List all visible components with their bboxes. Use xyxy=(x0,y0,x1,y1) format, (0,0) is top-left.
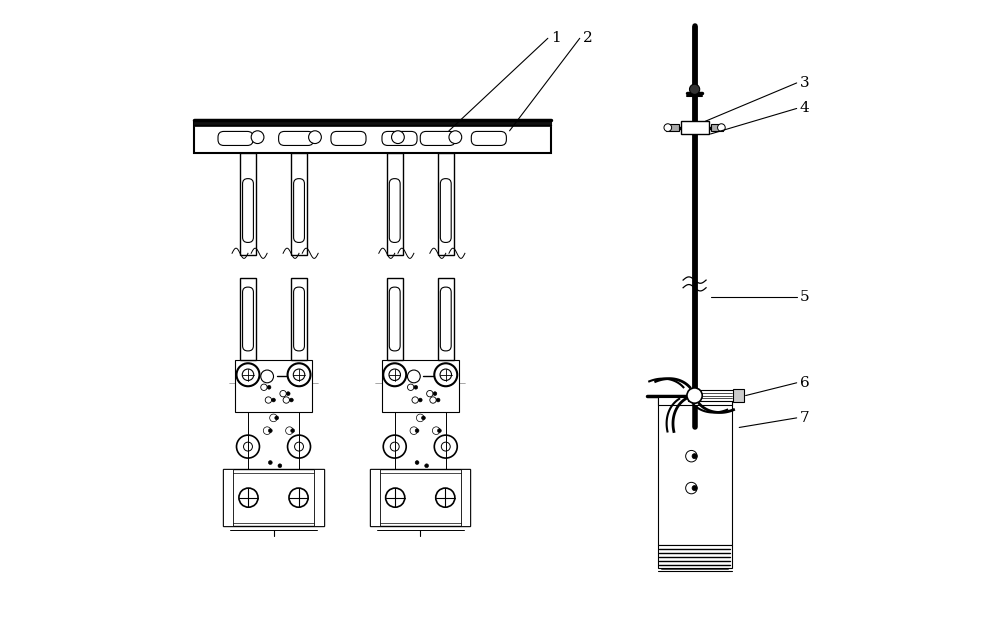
Circle shape xyxy=(268,461,272,464)
FancyBboxPatch shape xyxy=(382,131,417,145)
Bar xyxy=(194,121,551,153)
Bar xyxy=(733,389,744,402)
Circle shape xyxy=(288,363,311,386)
FancyBboxPatch shape xyxy=(218,131,253,145)
Bar xyxy=(240,278,256,360)
Circle shape xyxy=(449,131,462,144)
Bar xyxy=(681,121,709,134)
Text: 6: 6 xyxy=(800,376,810,390)
Bar xyxy=(382,360,459,412)
Bar xyxy=(438,278,454,360)
Circle shape xyxy=(289,398,293,402)
Bar xyxy=(658,545,732,568)
Text: 5: 5 xyxy=(800,290,809,304)
Circle shape xyxy=(718,124,725,131)
Circle shape xyxy=(418,398,422,402)
Bar xyxy=(194,119,551,126)
FancyBboxPatch shape xyxy=(279,131,314,145)
Circle shape xyxy=(422,416,425,420)
Bar xyxy=(240,153,256,255)
FancyBboxPatch shape xyxy=(294,179,304,242)
Bar xyxy=(223,469,324,526)
Circle shape xyxy=(389,369,400,380)
Bar xyxy=(461,469,470,526)
Bar xyxy=(387,153,403,255)
Bar xyxy=(688,390,742,401)
Bar xyxy=(314,469,324,526)
Circle shape xyxy=(242,369,254,380)
FancyBboxPatch shape xyxy=(440,287,451,351)
Circle shape xyxy=(437,429,441,433)
Bar xyxy=(227,473,320,523)
Circle shape xyxy=(267,385,271,389)
Bar xyxy=(387,278,403,360)
Circle shape xyxy=(392,131,404,144)
Circle shape xyxy=(692,454,697,459)
FancyBboxPatch shape xyxy=(331,131,366,145)
Text: 1: 1 xyxy=(551,31,561,45)
Bar xyxy=(374,473,467,523)
Circle shape xyxy=(687,388,702,403)
Circle shape xyxy=(309,131,321,144)
Circle shape xyxy=(414,385,418,389)
Circle shape xyxy=(425,464,429,468)
Bar xyxy=(658,399,732,545)
Text: 4: 4 xyxy=(800,101,810,115)
FancyBboxPatch shape xyxy=(440,179,451,242)
Circle shape xyxy=(275,416,279,420)
FancyBboxPatch shape xyxy=(389,179,400,242)
FancyBboxPatch shape xyxy=(389,287,400,351)
Bar xyxy=(666,124,679,131)
Text: 7: 7 xyxy=(800,411,809,425)
Circle shape xyxy=(664,124,672,131)
Bar xyxy=(291,278,307,360)
Circle shape xyxy=(433,392,437,396)
Bar xyxy=(438,153,454,255)
Circle shape xyxy=(415,461,419,464)
Text: 3: 3 xyxy=(800,76,809,90)
Circle shape xyxy=(436,398,440,402)
Text: 2: 2 xyxy=(583,31,593,45)
FancyBboxPatch shape xyxy=(243,179,253,242)
Circle shape xyxy=(383,363,406,386)
FancyBboxPatch shape xyxy=(243,287,253,351)
FancyBboxPatch shape xyxy=(420,131,455,145)
Bar xyxy=(658,397,732,405)
Circle shape xyxy=(440,369,452,380)
Bar xyxy=(223,469,233,526)
Circle shape xyxy=(286,392,290,396)
Bar xyxy=(711,124,723,131)
Circle shape xyxy=(415,429,419,433)
Bar xyxy=(235,360,312,412)
Circle shape xyxy=(237,363,259,386)
Circle shape xyxy=(268,429,272,433)
Circle shape xyxy=(251,131,264,144)
Circle shape xyxy=(692,486,697,491)
Circle shape xyxy=(272,398,275,402)
Bar xyxy=(370,469,380,526)
Bar xyxy=(370,469,470,526)
Circle shape xyxy=(291,429,295,433)
Circle shape xyxy=(278,464,282,468)
FancyBboxPatch shape xyxy=(294,287,304,351)
Circle shape xyxy=(689,84,700,94)
Circle shape xyxy=(293,369,305,380)
Circle shape xyxy=(434,363,457,386)
FancyBboxPatch shape xyxy=(471,131,506,145)
Bar xyxy=(291,153,307,255)
